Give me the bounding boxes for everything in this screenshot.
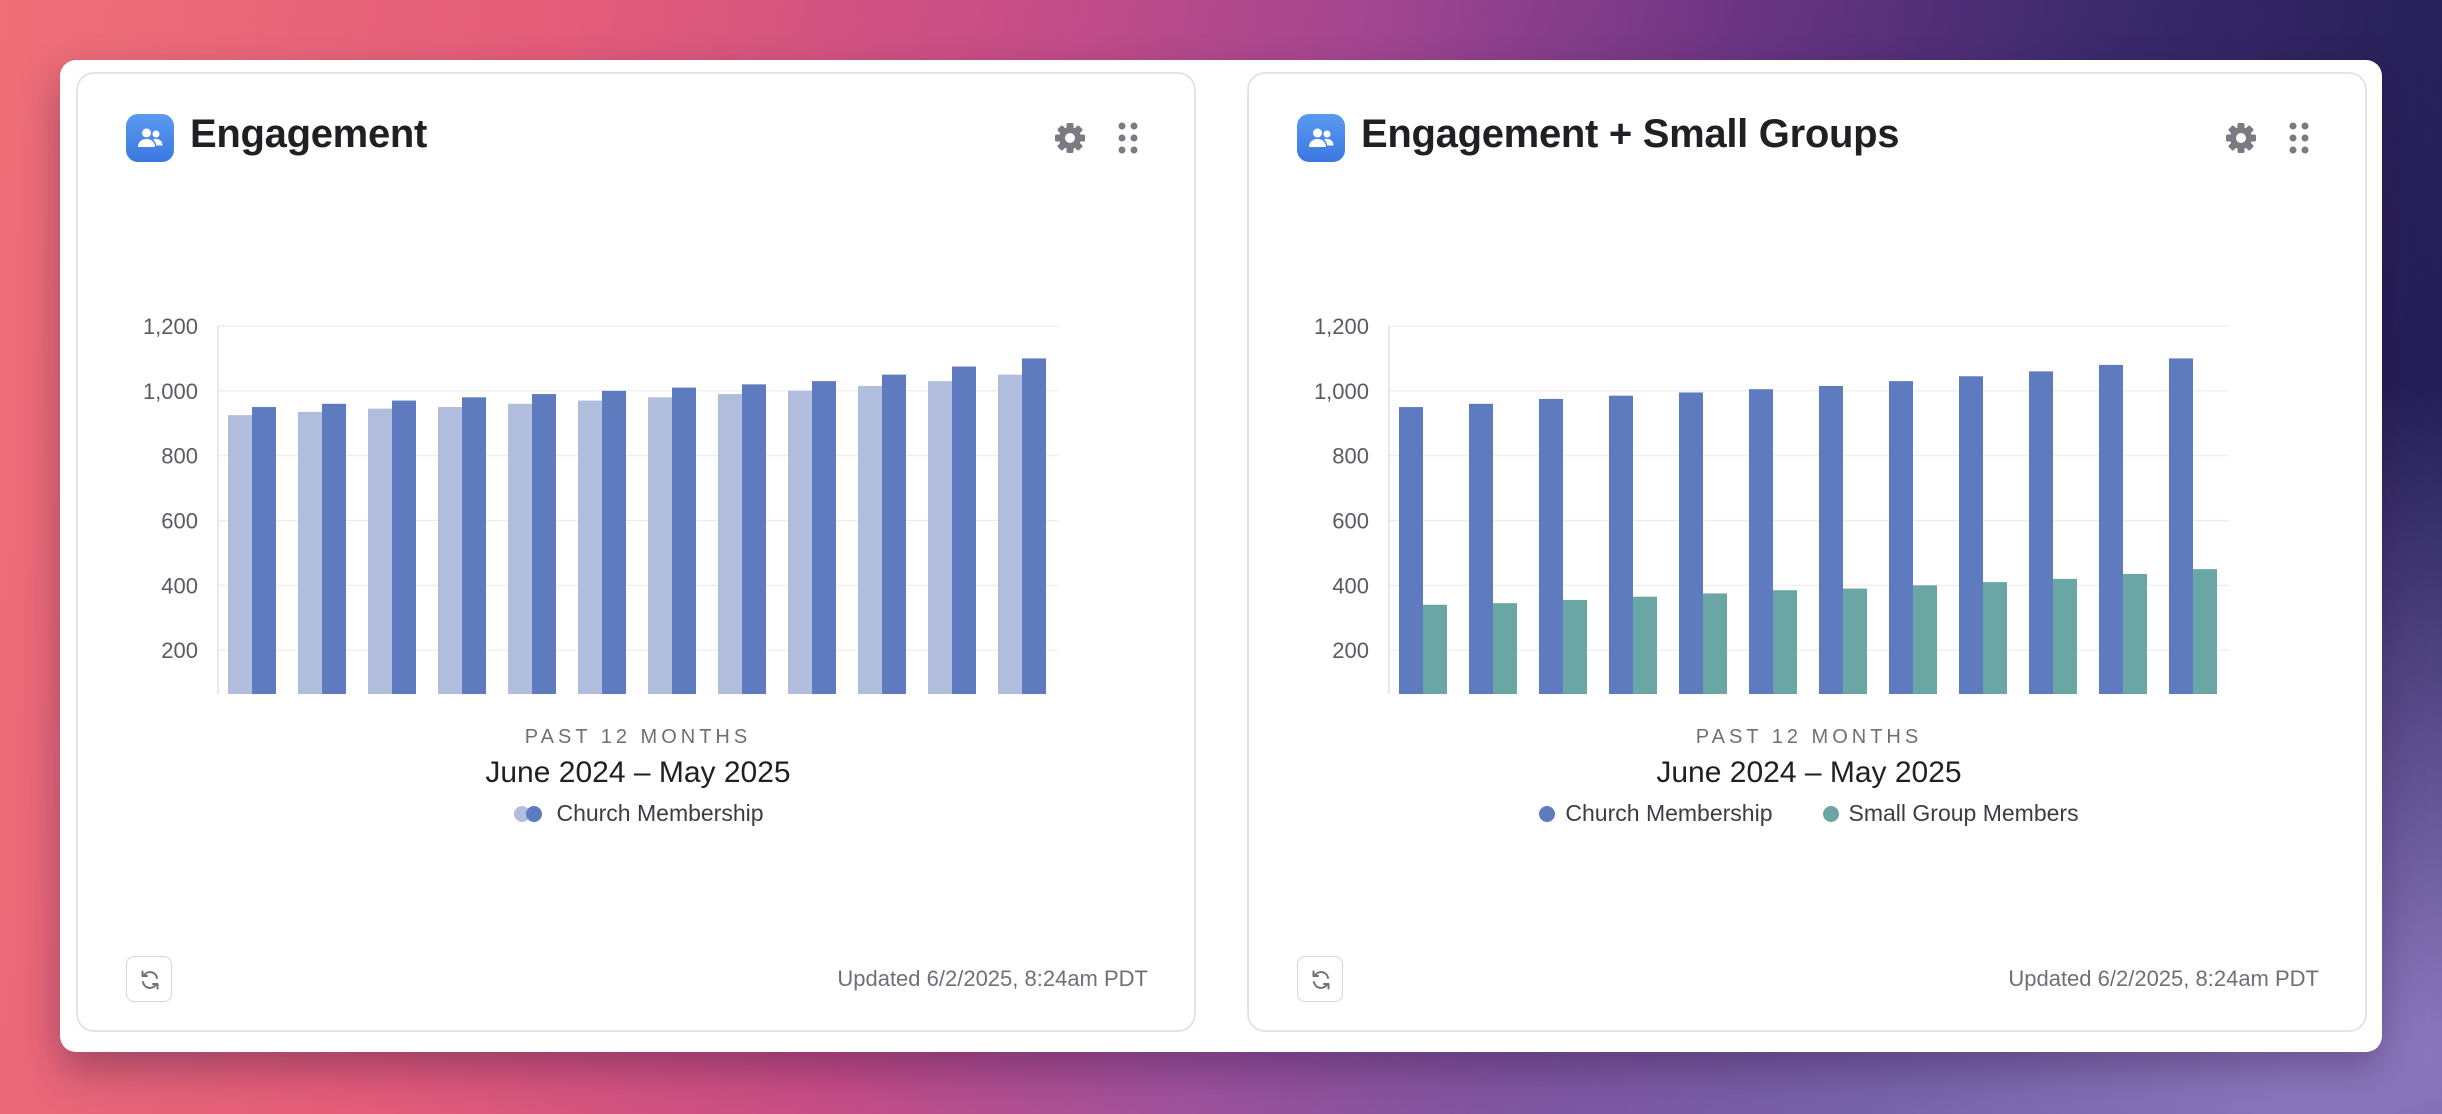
- bar-may-series-1[interactable]: [998, 374, 1022, 694]
- bar-apr-series-1[interactable]: [928, 381, 952, 694]
- bar-may-series-2[interactable]: [2193, 569, 2217, 694]
- bar-oct-series-1[interactable]: [1679, 392, 1703, 694]
- y-tick-label: 200: [1332, 638, 1369, 663]
- bar-dec-series-1[interactable]: [1819, 385, 1843, 694]
- legend-item-small-group-members[interactable]: Small Group Members: [1822, 800, 2079, 827]
- people-icon: [126, 114, 174, 162]
- drag-handle-icon[interactable]: [1114, 118, 1142, 158]
- bar-feb-series-2[interactable]: [812, 381, 836, 694]
- y-tick-label: 1,200: [143, 314, 198, 339]
- bar-dec-series-2[interactable]: [672, 387, 696, 694]
- card-title: Engagement + Small Groups: [1361, 112, 1900, 156]
- period-label: PAST 12 MONTHS: [524, 726, 752, 748]
- bar-aug-series-1[interactable]: [368, 408, 392, 694]
- bar-sep-series-1[interactable]: [438, 407, 462, 694]
- bar-aug-series-1[interactable]: [1539, 398, 1563, 694]
- y-tick-label: 800: [161, 444, 198, 469]
- y-tick-label: 400: [1332, 573, 1369, 598]
- bar-feb-series-2[interactable]: [1983, 582, 2007, 694]
- legend-item-church-membership[interactable]: Church Membership: [512, 800, 764, 827]
- bar-oct-series-2[interactable]: [532, 394, 556, 694]
- period-label: PAST 12 MONTHS: [1695, 726, 1923, 748]
- refresh-button[interactable]: [126, 956, 172, 1002]
- drag-handle-icon[interactable]: [2285, 118, 2313, 158]
- bar-mar-series-1[interactable]: [2029, 371, 2053, 694]
- bar-jul-series-1[interactable]: [298, 411, 322, 694]
- gear-icon[interactable]: [1050, 118, 1090, 158]
- refresh-icon: [1312, 970, 1330, 990]
- bar-oct-series-1[interactable]: [508, 403, 532, 694]
- engagement-small-groups-bar-chart: 02004006008001,0001,200JunAugOctDecFebAp…: [1314, 314, 2229, 694]
- bar-sep-series-1[interactable]: [1609, 395, 1633, 694]
- bar-aug-series-2[interactable]: [1563, 599, 1587, 694]
- engagement-bar-chart: 02004006008001,0001,200JunAugOctDecFebAp…: [143, 314, 1058, 694]
- bar-dec-series-2[interactable]: [1843, 588, 1867, 694]
- updated-timestamp: Updated 6/2/2025, 8:24am PDT: [2008, 966, 2319, 991]
- bar-jul-series-2[interactable]: [322, 403, 346, 694]
- bar-mar-series-2[interactable]: [2053, 578, 2077, 694]
- bar-apr-series-2[interactable]: [2123, 573, 2147, 694]
- bar-nov-series-2[interactable]: [1773, 590, 1797, 694]
- bar-nov-series-1[interactable]: [1749, 389, 1773, 694]
- bar-may-series-2[interactable]: [1022, 358, 1046, 694]
- bar-jun-series-1[interactable]: [228, 415, 252, 694]
- legend-label: Church Membership: [556, 800, 764, 826]
- bar-jul-series-2[interactable]: [1493, 603, 1517, 694]
- refresh-button[interactable]: [1297, 956, 1343, 1002]
- updated-timestamp: Updated 6/2/2025, 8:24am PDT: [837, 966, 1148, 991]
- period-range: June 2024 – May 2025: [485, 756, 791, 789]
- bar-jun-series-2[interactable]: [1423, 604, 1447, 694]
- bar-jul-series-1[interactable]: [1469, 403, 1493, 694]
- legend-item-church-membership[interactable]: Church Membership: [1539, 800, 1773, 827]
- y-tick-label: 600: [161, 509, 198, 534]
- bar-nov-series-2[interactable]: [602, 390, 626, 694]
- bar-jan-series-2[interactable]: [742, 384, 766, 694]
- bar-feb-series-1[interactable]: [1959, 376, 1983, 694]
- refresh-icon: [141, 970, 159, 990]
- bar-jan-series-1[interactable]: [718, 394, 742, 694]
- card-title: Engagement: [190, 112, 428, 156]
- bar-dec-series-1[interactable]: [648, 397, 672, 694]
- bar-jan-series-1[interactable]: [1889, 381, 1913, 694]
- engagement-small-groups-card: Engagement + Small Groups 0200: [1247, 72, 2367, 1032]
- bar-mar-series-1[interactable]: [858, 385, 882, 694]
- y-tick-label: 600: [1332, 509, 1369, 534]
- blue-dot-icon: [1539, 805, 1556, 822]
- bar-jun-series-2[interactable]: [252, 407, 276, 694]
- legend-label: Small Group Members: [1848, 800, 2079, 826]
- y-tick-label: 1,200: [1314, 314, 1369, 339]
- bar-jan-series-2[interactable]: [1913, 585, 1937, 694]
- chart-legend: Church Membership: [78, 800, 1198, 827]
- bar-jun-series-1[interactable]: [1399, 407, 1423, 694]
- people-icon: [1297, 114, 1345, 162]
- y-tick-label: 200: [161, 638, 198, 663]
- bar-aug-series-2[interactable]: [392, 400, 416, 694]
- gear-icon[interactable]: [2221, 118, 2261, 158]
- bar-oct-series-2[interactable]: [1703, 593, 1727, 694]
- bar-sep-series-2[interactable]: [462, 397, 486, 694]
- y-tick-label: 1,000: [143, 379, 198, 404]
- bar-apr-series-2[interactable]: [952, 366, 976, 694]
- chart-legend: Church Membership Small Group Members: [1249, 800, 2369, 827]
- bar-nov-series-1[interactable]: [578, 400, 602, 694]
- bar-apr-series-1[interactable]: [2099, 364, 2123, 694]
- period-range: June 2024 – May 2025: [1656, 756, 1962, 789]
- legend-label: Church Membership: [1565, 800, 1773, 826]
- y-tick-label: 800: [1332, 444, 1369, 469]
- teal-dot-icon: [1822, 805, 1839, 822]
- y-tick-label: 1,000: [1314, 379, 1369, 404]
- bar-mar-series-2[interactable]: [882, 374, 906, 694]
- y-tick-label: 400: [161, 573, 198, 598]
- dual-swatch-icon: [514, 805, 543, 822]
- bar-sep-series-2[interactable]: [1633, 596, 1657, 694]
- bar-may-series-1[interactable]: [2169, 358, 2193, 694]
- bar-feb-series-1[interactable]: [788, 390, 812, 694]
